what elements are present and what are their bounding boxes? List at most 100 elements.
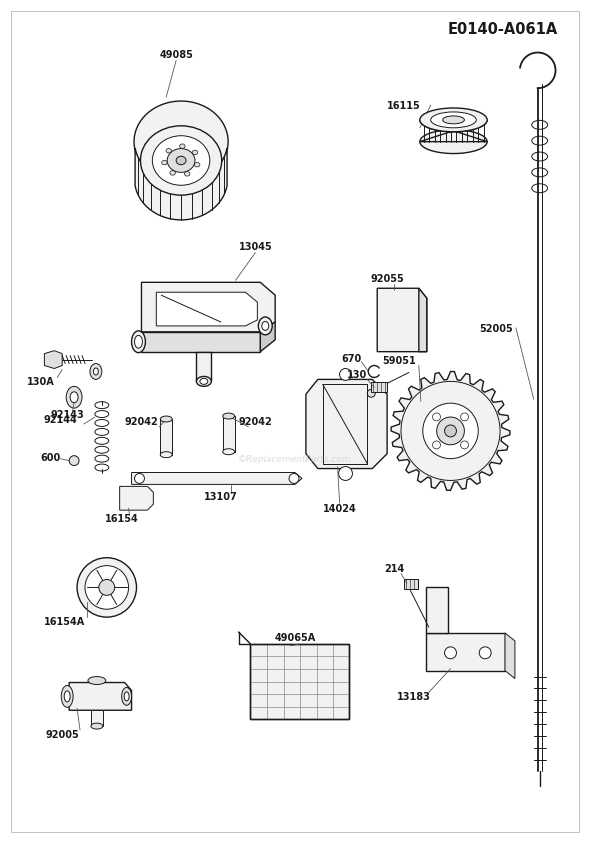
Polygon shape [135, 149, 227, 220]
Circle shape [69, 456, 79, 466]
Ellipse shape [200, 379, 208, 385]
Circle shape [461, 441, 468, 449]
Ellipse shape [122, 688, 132, 706]
Text: 13107: 13107 [204, 492, 238, 501]
Circle shape [135, 474, 145, 484]
Bar [371, 383, 387, 392]
Polygon shape [377, 289, 427, 352]
Text: 16154A: 16154A [44, 616, 85, 626]
Polygon shape [91, 711, 103, 726]
Circle shape [401, 382, 500, 481]
Circle shape [289, 474, 299, 484]
Ellipse shape [134, 102, 228, 183]
Ellipse shape [196, 377, 211, 387]
Ellipse shape [222, 414, 235, 419]
Text: 92055: 92055 [371, 274, 404, 284]
Text: 600: 600 [40, 452, 60, 463]
Circle shape [339, 467, 352, 481]
Text: 92042: 92042 [124, 416, 158, 426]
Text: 16154: 16154 [105, 513, 139, 523]
Polygon shape [222, 417, 235, 452]
Bar [250, 644, 349, 719]
Circle shape [77, 558, 136, 618]
Ellipse shape [88, 677, 106, 684]
Polygon shape [132, 473, 302, 484]
Ellipse shape [258, 317, 272, 335]
Polygon shape [391, 372, 510, 490]
Ellipse shape [166, 149, 172, 154]
Text: 59051: 59051 [382, 355, 416, 365]
Ellipse shape [222, 449, 235, 455]
Text: 130: 130 [348, 370, 368, 380]
Bar [250, 644, 349, 719]
Circle shape [423, 403, 478, 459]
Ellipse shape [160, 452, 172, 458]
Circle shape [445, 647, 457, 659]
Circle shape [445, 425, 457, 437]
Ellipse shape [192, 151, 198, 155]
Text: 670: 670 [342, 353, 362, 363]
Ellipse shape [431, 113, 476, 128]
Ellipse shape [420, 109, 487, 133]
Ellipse shape [124, 692, 129, 701]
Text: 13045: 13045 [238, 241, 272, 252]
Bar [426, 633, 505, 671]
Polygon shape [196, 352, 211, 382]
Ellipse shape [442, 116, 464, 125]
Ellipse shape [140, 127, 222, 196]
Circle shape [479, 647, 491, 659]
Ellipse shape [66, 387, 82, 408]
Ellipse shape [167, 149, 195, 173]
Ellipse shape [179, 145, 185, 149]
Ellipse shape [61, 685, 73, 707]
Circle shape [85, 566, 129, 609]
Polygon shape [120, 487, 153, 511]
Ellipse shape [132, 332, 145, 354]
Ellipse shape [93, 369, 99, 376]
Ellipse shape [70, 392, 78, 403]
Circle shape [99, 580, 114, 596]
Polygon shape [420, 121, 487, 143]
Text: 52005: 52005 [479, 323, 513, 333]
Bar [426, 587, 448, 633]
Ellipse shape [195, 163, 200, 168]
Ellipse shape [162, 161, 167, 165]
Polygon shape [260, 322, 275, 352]
Ellipse shape [152, 137, 210, 186]
Ellipse shape [64, 691, 70, 702]
Text: 14024: 14024 [323, 504, 356, 513]
Text: 49065A: 49065A [274, 632, 316, 642]
Polygon shape [69, 683, 132, 711]
Bar [404, 580, 418, 590]
Polygon shape [419, 289, 427, 352]
Ellipse shape [90, 364, 102, 380]
Circle shape [432, 441, 441, 449]
Ellipse shape [91, 723, 103, 729]
Text: 92144: 92144 [43, 414, 77, 425]
Text: 49085: 49085 [159, 51, 193, 61]
Text: 214: 214 [384, 563, 404, 573]
Ellipse shape [176, 157, 186, 165]
Polygon shape [44, 351, 62, 369]
Text: E0140-A061A: E0140-A061A [447, 22, 558, 37]
Polygon shape [142, 283, 275, 333]
Ellipse shape [420, 131, 487, 154]
Circle shape [461, 414, 468, 421]
Text: ©ReplacementParts.com: ©ReplacementParts.com [238, 455, 352, 463]
Polygon shape [156, 293, 257, 327]
Circle shape [437, 418, 464, 446]
Circle shape [340, 369, 352, 381]
Ellipse shape [170, 171, 175, 176]
Text: 92005: 92005 [45, 729, 79, 739]
Text: 13183: 13183 [397, 691, 431, 701]
Polygon shape [160, 419, 172, 455]
Circle shape [432, 414, 441, 421]
Ellipse shape [262, 322, 269, 331]
Text: 92042: 92042 [238, 416, 272, 426]
Circle shape [368, 390, 375, 398]
Polygon shape [142, 333, 260, 352]
Polygon shape [306, 380, 387, 469]
Ellipse shape [160, 417, 172, 423]
Text: 130A: 130A [27, 377, 54, 387]
Polygon shape [505, 633, 515, 679]
